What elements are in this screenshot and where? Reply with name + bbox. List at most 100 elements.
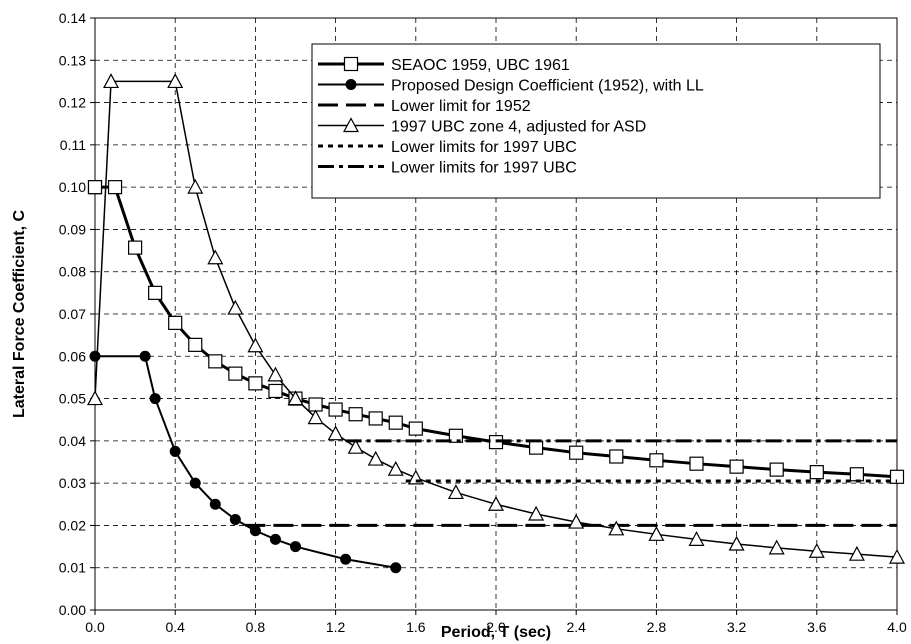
circle-marker [169,445,181,457]
y-tick-label: 0.14 [59,10,86,26]
square-marker [308,397,323,412]
square-marker [729,459,744,474]
square-marker [328,402,343,417]
triangle-marker [447,484,464,500]
y-tick-label: 0.05 [59,391,86,407]
circle-marker [89,350,101,362]
x-axis-title: Period, T (sec) [441,624,551,641]
square-marker [268,383,283,399]
series-3 [86,73,906,564]
y-tick-label: 0.10 [59,179,86,195]
x-tick-label: 2.8 [647,619,667,635]
series-line [95,355,396,569]
square-marker [809,465,824,480]
square-marker [448,428,463,443]
y-tick-label: 0.06 [59,348,86,364]
triangle-marker [327,425,344,441]
y-tick-label: 0.07 [59,306,86,322]
triangle-marker [648,526,665,541]
triangle-marker [487,496,505,511]
triangle-marker [227,299,244,315]
square-marker [208,354,223,369]
square-marker [128,240,143,255]
triangle-marker [86,390,104,406]
legend-item-label: Lower limit for 1952 [391,98,531,115]
legend-item-label: Lower limits for 1997 UBC [391,139,577,156]
square-marker [849,467,865,482]
y-tick-label: 0.12 [59,95,86,111]
square-marker [348,407,363,422]
triangle-marker [247,337,264,353]
square-marker [148,285,163,300]
circle-marker [229,514,241,526]
circle-marker [269,533,281,545]
legend-item-label: SEAOC 1959, UBC 1961 [391,57,570,74]
x-tick-label: 1.6 [406,619,426,635]
x-tick-label: 0.4 [165,619,185,635]
triangle-marker [387,460,404,476]
square-marker [528,440,544,455]
x-axis-ticks: 0.0 0.4 0.8 1.2 1.6 2.0 2.4 2.8 3.2 3.6 4.0 [85,610,907,635]
triangle-marker [888,548,906,564]
square-marker [368,411,383,426]
x-tick-label: 4.0 [887,619,907,635]
legend-item-label: Lower limits for 1997 UBC [391,160,577,177]
square-marker [689,456,704,471]
y-tick-label: 0.11 [60,137,86,153]
triangle-marker [568,513,585,529]
square-marker [609,449,624,464]
x-tick-label: 1.2 [326,619,346,635]
triangle-marker [167,73,184,89]
y-tick-label: 0.00 [59,602,86,618]
y-axis-ticks: 0.00 0.01 0.02 0.03 0.04 0.05 0.06 0.07 0.08 0.09… [59,10,95,618]
y-tick-label: 0.04 [59,433,86,449]
triangle-marker [103,73,120,89]
y-tick-label: 0.13 [59,52,86,68]
square-marker [408,421,423,436]
square-marker [889,469,905,484]
series-layer [86,73,906,574]
triangle-marker [768,539,785,555]
x-tick-label: 3.2 [727,619,747,635]
triangle-marker [728,535,745,551]
square-marker [343,56,359,72]
x-tick-label: 2.0 [486,619,506,635]
triangle-marker [287,390,304,406]
square-marker [168,315,183,330]
legend-box [311,43,881,199]
x-tick-label: 3.6 [807,619,827,635]
square-marker [248,376,263,391]
circle-marker [149,393,161,405]
circle-marker [189,477,201,489]
square-marker [188,337,203,352]
triangle-marker [307,409,324,425]
triangle-marker [347,438,364,454]
triangle-marker [528,505,545,521]
circle-marker [290,541,301,553]
triangle-marker [207,249,224,265]
legend-item-label: Proposed Design Coefficient (1952), with… [391,78,704,95]
triangle-marker [688,531,705,546]
legend: SEAOC 1959, UBC 1961 Proposed Design Coef… [311,43,881,199]
square-marker [769,462,784,477]
square-marker [569,445,584,460]
circle-marker [345,79,357,90]
circle-marker [249,525,261,537]
triangle-marker [342,117,360,133]
series-1 [89,350,402,574]
circle-marker [209,498,221,510]
square-marker [87,180,103,195]
x-tick-label: 2.4 [566,619,586,635]
triangle-marker [808,542,825,558]
triangle-marker [848,545,865,561]
triangle-marker [608,520,625,536]
circle-marker [340,553,352,565]
circle-marker [139,350,151,362]
y-axis-title: Lateral Force Coefficient, C [11,210,28,418]
triangle-marker [267,366,284,382]
triangle-marker [367,450,384,466]
y-tick-label: 0.01 [59,560,86,576]
square-marker [649,453,664,468]
y-tick-label: 0.09 [59,221,86,237]
